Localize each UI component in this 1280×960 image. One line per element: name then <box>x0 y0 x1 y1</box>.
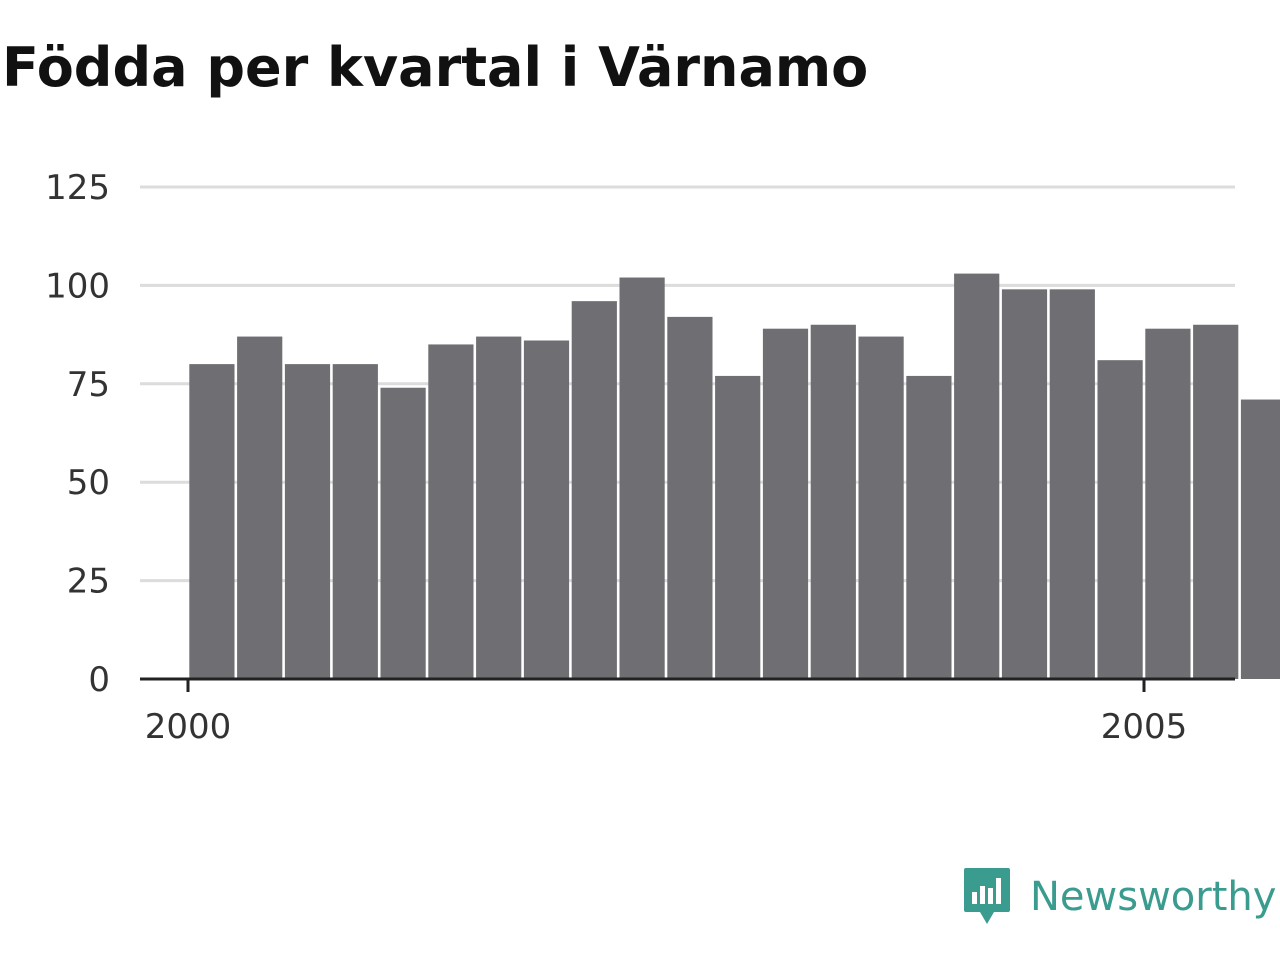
brand-logo: Newsworthy <box>962 862 1276 932</box>
bar <box>1001 289 1048 679</box>
bar <box>523 340 570 679</box>
bars: 70 <box>189 273 1280 679</box>
bar <box>1097 360 1143 679</box>
y-tick-label: 75 <box>67 365 110 405</box>
bar <box>1145 328 1191 679</box>
bar <box>476 336 522 679</box>
bar <box>428 344 474 679</box>
bar <box>715 375 761 679</box>
y-tick-label: 100 <box>45 266 110 306</box>
brand-name: Newsworthy <box>1030 874 1277 920</box>
y-tick-label: 50 <box>67 463 110 503</box>
bar <box>1240 399 1280 679</box>
bar <box>284 364 331 679</box>
y-tick-label: 25 <box>67 562 110 602</box>
x-tick-label: 2000 <box>145 707 232 747</box>
axis-labels: 0255075100125200020052010201520202025 <box>45 168 1188 747</box>
axes <box>140 677 1235 692</box>
bar <box>189 364 235 679</box>
bar <box>667 316 713 679</box>
newsworthy-logo-icon <box>964 868 1010 924</box>
bar <box>858 336 904 679</box>
bar <box>571 301 617 679</box>
y-tick-label: 0 <box>88 660 110 700</box>
bar <box>237 336 283 679</box>
bar <box>762 328 809 679</box>
bar <box>906 375 952 679</box>
bar <box>1049 289 1095 679</box>
bar <box>619 277 665 679</box>
bar <box>332 364 378 679</box>
y-tick-label: 125 <box>45 168 110 208</box>
chart-title: Födda per kvartal i Värnamo <box>2 36 869 99</box>
bar <box>1193 324 1239 679</box>
x-tick-label: 2005 <box>1101 707 1188 747</box>
bar <box>954 273 1000 679</box>
bar <box>810 324 856 679</box>
bar <box>380 387 426 679</box>
